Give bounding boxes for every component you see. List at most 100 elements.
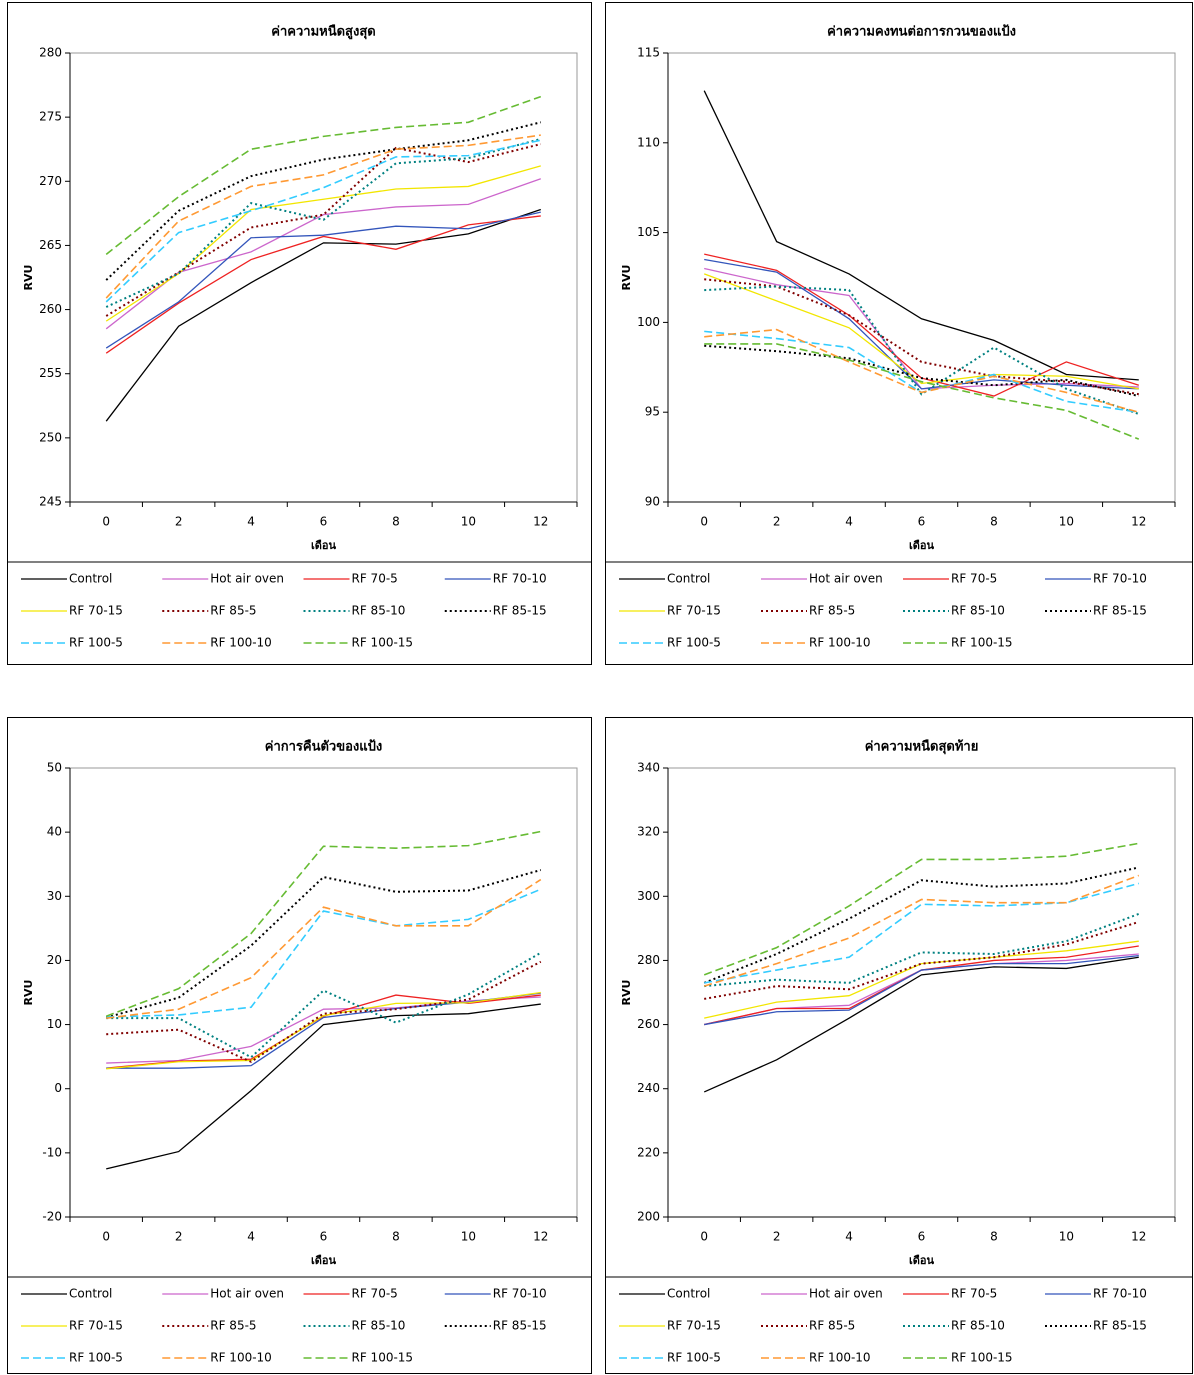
y-tick-label: 40 [47, 825, 62, 839]
series-line [105, 215, 541, 354]
y-tick-label: -10 [42, 1145, 62, 1159]
series-line [703, 874, 1140, 987]
x-tick-label: 6 [320, 1230, 328, 1244]
y-tick-label: 265 [39, 238, 62, 252]
legend-label: Hot air oven [809, 1287, 883, 1301]
series-line [703, 956, 1139, 1093]
legend-label: RF 85-10 [951, 604, 1005, 618]
series-line [703, 866, 1140, 984]
series-line [105, 137, 542, 308]
legend-label: RF 70-15 [69, 604, 123, 618]
y-tick-label: 95 [645, 405, 660, 419]
chart-title: ค่าความคงทนต่อการกวนของแป้ง [827, 24, 1016, 40]
series-line [106, 994, 541, 1069]
series-line [106, 960, 542, 1063]
legend-label: RF 100-5 [667, 636, 721, 650]
legend-label: RF 100-10 [809, 636, 871, 650]
legend-label: RF 100-15 [352, 1351, 414, 1365]
chart-frame [605, 717, 1193, 1374]
legend-label: RF 100-5 [69, 636, 123, 650]
series-line [105, 211, 541, 349]
chart-title: ค่าความหนืดสุดท้าย [865, 739, 979, 755]
x-tick-label: 2 [773, 1230, 781, 1244]
legend-label: RF 100-15 [951, 1351, 1013, 1365]
y-tick-label: 20 [47, 953, 62, 967]
y-tick-label: 240 [637, 1081, 660, 1095]
x-tick-label: 2 [175, 515, 183, 529]
series-line [106, 888, 542, 1018]
series-line [106, 951, 542, 1059]
y-tick-label: 300 [637, 889, 660, 903]
x-tick-label: 8 [990, 515, 998, 529]
x-axis-label: เดือน [909, 1254, 935, 1267]
series-line [704, 940, 1139, 1019]
x-axis-label: เดือน [311, 539, 337, 552]
chart: ค่าความหนืดสูงสุด24525025526026527027528… [7, 2, 592, 665]
series-line [106, 991, 541, 1070]
plot-area [69, 767, 578, 1218]
series-line [105, 165, 541, 322]
legend-label: RF 70-10 [1093, 572, 1147, 586]
x-tick-label: 10 [1059, 515, 1074, 529]
y-tick-label: 115 [637, 46, 660, 60]
chart-frame [7, 717, 592, 1374]
x-tick-label: 8 [990, 1230, 998, 1244]
y-tick-label: 10 [47, 1017, 62, 1031]
legend-label: RF 100-10 [210, 1351, 272, 1365]
legend-label: Hot air oven [210, 572, 284, 586]
y-tick-label: 50 [47, 761, 62, 775]
x-tick-label: 2 [175, 1230, 183, 1244]
series-line [105, 134, 541, 299]
legend-label: RF 70-5 [352, 572, 398, 586]
x-axis-label: เดือน [311, 1254, 337, 1267]
series-line [105, 143, 542, 317]
legend-label: Hot air oven [809, 572, 883, 586]
series-line [704, 343, 1140, 440]
x-tick-label: 4 [845, 515, 853, 529]
y-tick-label: 280 [637, 953, 660, 967]
chart-title: ค่าความหนืดสูงสุด [271, 24, 375, 40]
plot-area [69, 52, 578, 503]
x-tick-label: 4 [845, 1230, 853, 1244]
series-line [105, 95, 542, 256]
chart: ค่าการคืนตัวของแป้ง -20 -10 0 10 20 30 40 50 0 2 4 6… [7, 717, 592, 1374]
chart-frame [7, 2, 592, 665]
legend-label: RF 85-5 [210, 1319, 256, 1333]
series-line [704, 954, 1139, 1026]
x-tick-label: 8 [392, 515, 400, 529]
series-line [105, 869, 542, 1019]
y-tick-label: 260 [637, 1017, 660, 1031]
y-tick-label: 30 [47, 889, 62, 903]
series-line [704, 285, 1140, 415]
legend-label: RF 85-10 [951, 1319, 1005, 1333]
legend-label: RF 85-15 [1093, 1319, 1147, 1333]
x-tick-label: 6 [320, 515, 328, 529]
legend-label: RF 70-10 [493, 1287, 547, 1301]
x-tick-label: 6 [918, 515, 926, 529]
y-tick-label: 90 [645, 495, 660, 509]
y-tick-label: 340 [637, 761, 660, 775]
legend-label: RF 70-10 [493, 572, 547, 586]
legend-label: RF 100-5 [667, 1351, 721, 1365]
chart-frame [605, 2, 1193, 665]
legend-label: Control [667, 1287, 710, 1301]
x-tick-label: 0 [102, 1230, 110, 1244]
x-tick-label: 2 [773, 515, 781, 529]
series-line [105, 121, 542, 281]
series-line [106, 1003, 541, 1170]
y-tick-label: 320 [637, 825, 660, 839]
x-tick-label: 12 [533, 1230, 548, 1244]
y-tick-label: 275 [39, 110, 62, 124]
y-tick-label: 100 [637, 315, 660, 329]
x-tick-label: 12 [1131, 1230, 1146, 1244]
legend-label: RF 85-5 [809, 1319, 855, 1333]
legend-label: Hot air oven [210, 1287, 284, 1301]
x-tick-label: 4 [247, 515, 255, 529]
legend-label: Control [69, 1287, 112, 1301]
series-line [106, 878, 542, 1019]
y-axis-label: RVU [22, 980, 35, 1006]
legend-label: RF 85-10 [352, 604, 406, 618]
y-tick-label: 250 [39, 430, 62, 444]
legend-label: RF 85-10 [352, 1319, 406, 1333]
x-tick-label: 12 [533, 515, 548, 529]
